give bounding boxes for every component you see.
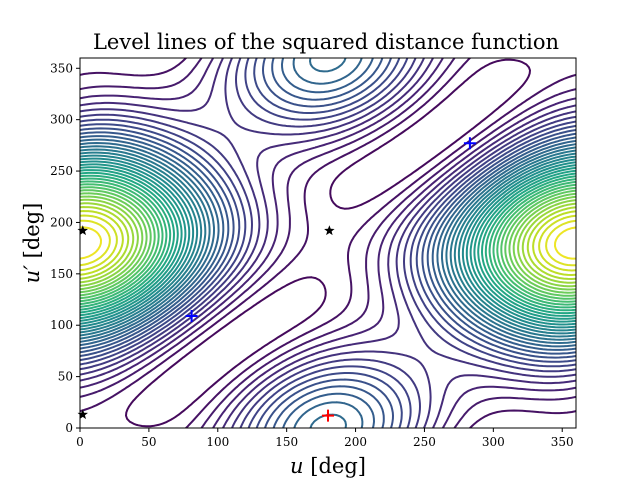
contour-line <box>80 226 576 260</box>
x-tick-label: 250 <box>413 435 436 449</box>
x-tick-label: 50 <box>141 435 156 449</box>
y-axis-ticks: 0 50 100 150 200 250 300 350 <box>50 61 80 435</box>
x-tick-label: 300 <box>482 435 505 449</box>
contour-line <box>80 174 576 312</box>
contour-line <box>80 58 576 428</box>
contour-line <box>80 58 576 428</box>
contour-line <box>80 154 576 332</box>
contour-line <box>80 58 576 428</box>
contour-line <box>125 58 531 428</box>
contour-line <box>80 160 576 326</box>
x-tick-label: 100 <box>206 435 229 449</box>
contour-line <box>80 198 576 288</box>
x-tick-label: 200 <box>344 435 367 449</box>
x-tick-label: 150 <box>275 435 298 449</box>
y-tick-label: 250 <box>50 164 73 178</box>
y-tick-label: 150 <box>50 267 73 281</box>
contour-line <box>80 58 576 428</box>
contour-line <box>80 58 576 428</box>
contour-line <box>80 58 576 428</box>
contour-line <box>80 157 576 329</box>
contour-lines <box>80 58 576 428</box>
contour-line <box>80 58 576 428</box>
chart-title: Level lines of the squared distance func… <box>93 30 559 54</box>
contour-line <box>80 58 576 428</box>
x-axis-label: u [deg] <box>290 454 366 478</box>
y-tick-label: 300 <box>50 113 73 127</box>
y-tick-label: 50 <box>58 370 73 384</box>
x-axis-ticks: 0 50 100 150 200 250 300 350 <box>76 428 574 449</box>
plus-marker <box>463 137 476 150</box>
star-marker <box>77 409 88 420</box>
contour-line <box>80 180 576 306</box>
y-tick-label: 100 <box>50 318 73 332</box>
contour-line <box>80 166 576 320</box>
plot-frame <box>79 57 577 429</box>
x-tick-label: 0 <box>76 435 84 449</box>
contour-line <box>80 169 576 317</box>
plus-marker <box>185 309 198 322</box>
x-tick-label: 350 <box>551 435 574 449</box>
contour-line <box>80 148 576 338</box>
contour-line <box>80 192 576 294</box>
contour-line <box>80 171 576 315</box>
contour-line <box>80 183 576 303</box>
contour-line <box>80 195 576 291</box>
contour-line <box>80 177 576 309</box>
markers <box>77 137 476 422</box>
contour-line <box>80 219 576 267</box>
contour-line <box>80 186 576 300</box>
y-tick-label: 350 <box>50 61 73 75</box>
contour-line <box>80 58 576 428</box>
y-tick-label: 200 <box>50 215 73 229</box>
contour-line <box>80 163 576 323</box>
contour-line <box>80 58 576 428</box>
contour-line <box>80 206 576 280</box>
contour-line <box>80 58 576 428</box>
star-marker <box>324 225 335 236</box>
star-marker <box>77 225 88 236</box>
contour-line <box>80 202 576 284</box>
contour-line <box>80 210 576 276</box>
contour-line <box>80 189 576 297</box>
contour-line <box>80 58 576 428</box>
plus-marker <box>322 409 334 422</box>
y-tick-label: 0 <box>65 421 73 435</box>
y-axis-label: u′ [deg] <box>20 203 44 284</box>
contour-line <box>80 214 576 272</box>
contour-line <box>80 58 576 428</box>
